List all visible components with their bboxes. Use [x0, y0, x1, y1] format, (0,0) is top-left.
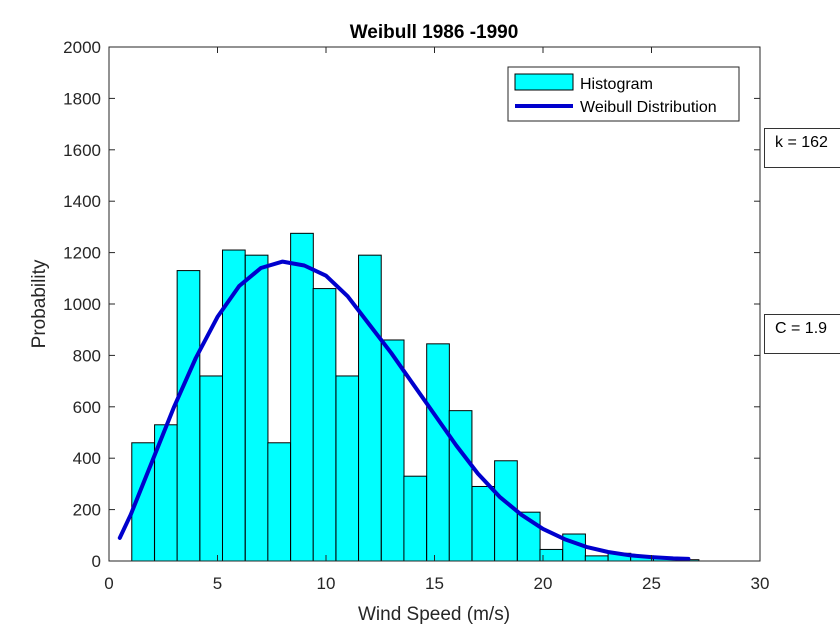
legend: Histogram Weibull Distribution: [507, 66, 740, 122]
x-tick-label: 20: [534, 574, 553, 593]
histogram-bar: [267, 442, 292, 562]
y-tick-label: 400: [73, 449, 101, 468]
histogram-bar: [290, 232, 314, 562]
k-parameter-annotation: k = 162: [764, 128, 840, 168]
histogram-bar: [199, 375, 224, 562]
x-tick-label: 10: [317, 574, 336, 593]
x-axis-ticks: 0 5 10 15 20 25 30: [104, 47, 769, 593]
histogram-bar: [380, 339, 405, 562]
histogram-bar: [335, 375, 360, 562]
histogram-bar: [176, 270, 201, 562]
y-tick-label: 1000: [63, 295, 101, 314]
histogram-bar: [358, 254, 382, 562]
histogram-bar: [448, 410, 473, 562]
y-tick-label: 200: [73, 501, 101, 520]
chart-title: Weibull 1986 -1990: [350, 22, 519, 43]
y-tick-label: 1200: [63, 244, 101, 263]
y-tick-label: 2000: [63, 38, 101, 57]
legend-histogram-label: Histogram: [580, 76, 653, 93]
weibull-curve: [117, 259, 691, 561]
y-tick-label: 1800: [63, 89, 101, 108]
histogram-bar: [471, 485, 496, 562]
histogram-bar: [584, 555, 609, 562]
c-parameter-annotation: C = 1.9: [764, 314, 840, 354]
y-tick-label: 1600: [63, 141, 101, 160]
x-tick-label: 0: [104, 574, 113, 593]
y-tick-label: 1400: [63, 192, 101, 211]
histogram-bars: [131, 232, 700, 562]
y-axis-label: Probability: [29, 259, 50, 348]
y-tick-label: 0: [92, 552, 101, 571]
legend-histogram-swatch: [514, 73, 574, 91]
x-axis-label: Wind Speed (m/s): [358, 604, 510, 625]
x-tick-label: 25: [642, 574, 661, 593]
histogram-bar: [312, 288, 337, 562]
x-tick-label: 15: [425, 574, 444, 593]
y-axis-ticks: 0 200 400 600 800 1000 1200 1400 1600 1800 2000: [63, 38, 760, 571]
y-tick-label: 800: [73, 346, 101, 365]
legend-weibull-label: Weibull Distribution: [580, 99, 717, 116]
histogram-bar: [244, 254, 269, 562]
x-tick-label: 30: [751, 574, 770, 593]
histogram-bar: [426, 343, 450, 562]
histogram-bar: [403, 475, 428, 562]
y-tick-label: 600: [73, 398, 101, 417]
x-tick-label: 5: [213, 574, 222, 593]
